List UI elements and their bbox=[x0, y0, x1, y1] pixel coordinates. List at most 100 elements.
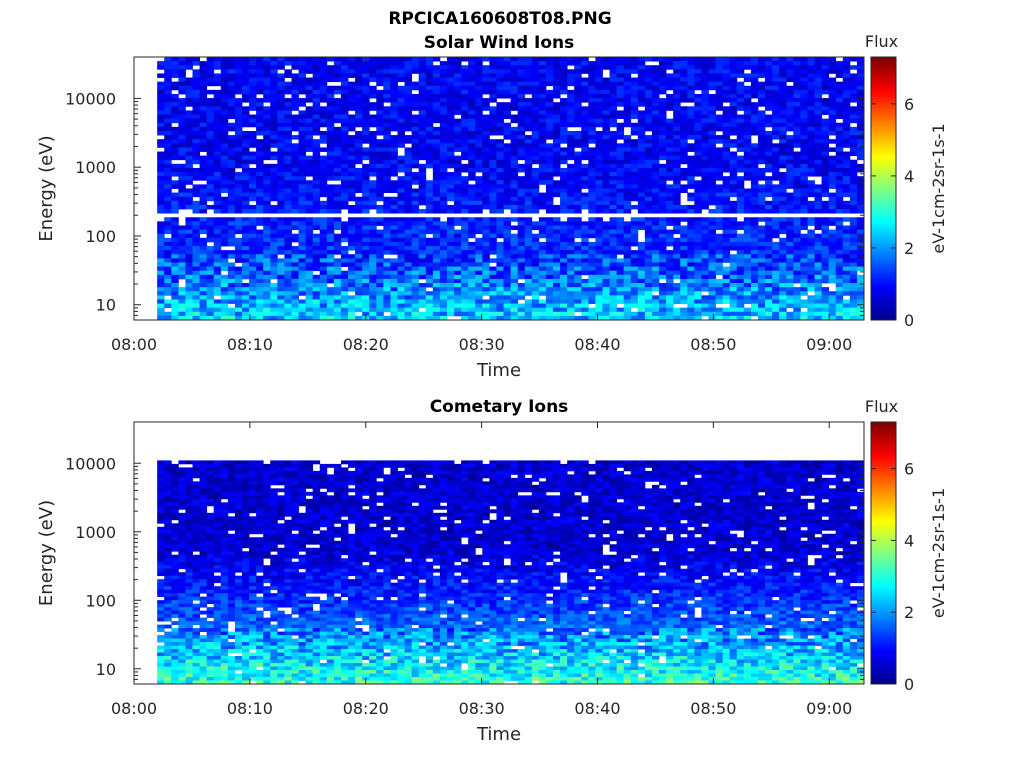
heatmap-cell bbox=[263, 126, 271, 132]
heatmap-cell bbox=[538, 258, 547, 263]
heatmap-cell bbox=[701, 98, 709, 103]
heatmap-cell bbox=[362, 130, 370, 136]
heatmap-cell bbox=[510, 262, 519, 267]
heatmap-cell bbox=[807, 135, 815, 140]
heatmap-cell bbox=[482, 250, 490, 255]
heatmap-cell bbox=[362, 188, 370, 194]
heatmap-cell bbox=[461, 229, 469, 235]
heatmap-cell bbox=[729, 229, 738, 235]
heatmap-cell bbox=[192, 254, 200, 259]
heatmap-cell bbox=[277, 85, 285, 91]
heatmap-cell bbox=[439, 278, 448, 284]
heatmap-cell bbox=[524, 217, 533, 222]
heatmap-cell bbox=[496, 122, 504, 128]
heatmap-cell bbox=[241, 254, 250, 259]
heatmap-cell bbox=[821, 270, 830, 276]
heatmap-cell bbox=[192, 172, 200, 177]
heatmap-cell bbox=[687, 106, 695, 111]
heatmap-cell bbox=[736, 250, 745, 255]
heatmap-cell bbox=[772, 89, 780, 95]
heatmap-cell bbox=[199, 135, 208, 140]
heatmap-cell bbox=[256, 73, 264, 78]
heatmap-cell bbox=[404, 229, 413, 235]
heatmap-cell bbox=[390, 233, 398, 239]
heatmap-cell bbox=[602, 106, 610, 111]
heatmap-cell bbox=[531, 57, 540, 62]
heatmap-cell bbox=[531, 61, 540, 66]
heatmap-cell bbox=[213, 258, 222, 263]
heatmap-cell bbox=[319, 93, 328, 99]
heatmap-cell bbox=[319, 114, 328, 120]
heatmap-cell bbox=[659, 147, 667, 152]
heatmap-cell bbox=[234, 246, 243, 251]
heatmap-cell bbox=[220, 204, 229, 210]
heatmap-cell bbox=[574, 270, 582, 276]
heatmap-cell bbox=[496, 274, 504, 280]
heatmap-cell bbox=[659, 262, 667, 267]
heatmap-cell bbox=[630, 139, 639, 144]
heatmap-cell bbox=[439, 130, 448, 136]
heatmap-cell bbox=[192, 118, 200, 124]
heatmap-cell bbox=[694, 188, 702, 194]
heatmap-cell bbox=[319, 246, 328, 251]
heatmap-cell bbox=[750, 126, 759, 132]
heatmap-cell bbox=[206, 65, 215, 70]
heatmap-cell bbox=[856, 163, 865, 169]
heatmap-cell bbox=[206, 266, 215, 272]
heatmap-cell bbox=[715, 196, 724, 202]
heatmap-cell bbox=[687, 184, 695, 189]
heatmap-cell bbox=[404, 221, 413, 226]
heatmap-cell bbox=[538, 176, 547, 181]
heatmap-cell bbox=[821, 229, 830, 235]
heatmap-cell bbox=[164, 250, 172, 255]
heatmap-cell bbox=[270, 246, 278, 251]
heatmap-cell bbox=[694, 180, 702, 185]
heatmap-cell bbox=[185, 192, 193, 198]
heatmap-cell bbox=[567, 163, 575, 169]
heatmap-cell bbox=[588, 176, 596, 181]
heatmap-cell bbox=[517, 93, 526, 99]
heatmap-cell bbox=[390, 204, 398, 210]
heatmap-cell bbox=[157, 98, 165, 103]
heatmap-cell bbox=[192, 270, 200, 276]
heatmap-cell bbox=[475, 122, 483, 128]
heatmap-cell bbox=[192, 266, 200, 272]
heatmap-cell bbox=[828, 274, 837, 280]
heatmap-cell bbox=[814, 221, 822, 226]
heatmap-cell bbox=[588, 200, 596, 206]
heatmap-cell bbox=[694, 155, 702, 161]
heatmap-cell bbox=[234, 122, 243, 128]
heatmap-cell bbox=[560, 241, 568, 247]
heatmap-cell bbox=[545, 188, 554, 194]
heatmap-cell bbox=[687, 122, 695, 128]
heatmap-cell bbox=[164, 77, 172, 83]
heatmap-cell bbox=[362, 274, 370, 280]
heatmap-cell bbox=[333, 159, 342, 165]
heatmap-cell bbox=[241, 77, 250, 83]
heatmap-cell bbox=[376, 180, 384, 185]
heatmap-cell bbox=[609, 122, 618, 128]
heatmap-cell bbox=[567, 147, 575, 152]
heatmap-cell bbox=[178, 254, 186, 259]
heatmap-cell bbox=[722, 163, 731, 169]
heatmap-cell bbox=[312, 93, 321, 99]
heatmap-cell bbox=[475, 241, 483, 247]
heatmap-cell bbox=[694, 102, 702, 107]
heatmap-cell bbox=[722, 258, 731, 263]
heatmap-cell bbox=[828, 246, 837, 251]
heatmap-cell bbox=[454, 61, 462, 66]
heatmap-cell bbox=[701, 151, 709, 157]
heatmap-cell bbox=[241, 163, 250, 169]
heatmap-cell bbox=[157, 139, 165, 144]
heatmap-cell bbox=[503, 172, 511, 177]
heatmap-cell bbox=[715, 122, 724, 128]
heatmap-cell bbox=[814, 106, 822, 111]
heatmap-cell bbox=[227, 237, 236, 243]
heatmap-cell bbox=[468, 270, 476, 276]
heatmap-cell bbox=[630, 176, 639, 181]
heatmap-cell bbox=[680, 93, 688, 99]
heatmap-cell bbox=[814, 61, 822, 66]
heatmap-cell bbox=[786, 159, 794, 165]
heatmap-cell bbox=[750, 274, 759, 280]
heatmap-cell bbox=[574, 225, 582, 230]
